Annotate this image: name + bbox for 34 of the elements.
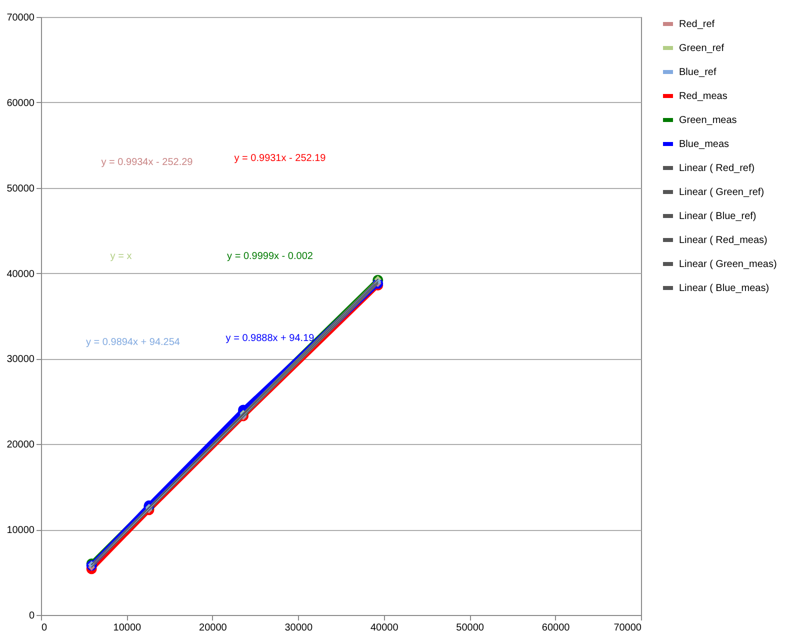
- y-tick-label: 70000: [6, 12, 35, 24]
- x-tick-label: 60000: [542, 622, 570, 634]
- legend-label: Green_meas: [679, 115, 737, 126]
- x-tick-label: 10000: [113, 622, 142, 634]
- legend-label: Red_meas: [679, 91, 728, 102]
- y-tick-label: 30000: [6, 354, 35, 366]
- legend-label: Green_ref: [679, 43, 724, 54]
- legend-label: Linear ( Red_meas): [679, 235, 768, 246]
- x-tick-label: 30000: [284, 622, 313, 634]
- legend-label: Blue_ref: [679, 67, 716, 78]
- x-tick-label: 40000: [370, 622, 399, 634]
- legend-label: Linear ( Red_ref): [679, 163, 755, 174]
- y-tick-label: 0: [28, 610, 35, 622]
- x-tick-label: 0: [42, 622, 48, 634]
- y-tick-label: 60000: [6, 98, 35, 109]
- y-tick-label: 10000: [6, 525, 35, 536]
- y-tick-label: 40000: [6, 268, 35, 280]
- legend-label: Red_ref: [679, 19, 715, 30]
- x-tick-label: 20000: [199, 622, 228, 634]
- legend-label: Linear ( Blue_meas): [679, 283, 770, 294]
- annotation: y = x: [110, 251, 132, 262]
- legend-label: Linear ( Blue_ref): [679, 211, 756, 222]
- annotation: y = 0.9888x + 94.19: [226, 333, 315, 344]
- legend-label: Linear ( Green_ref): [679, 187, 764, 198]
- legend-label: Linear ( Green_meas): [679, 259, 777, 270]
- y-tick-label: 20000: [6, 440, 35, 451]
- legend-label: Blue_meas: [679, 139, 730, 150]
- x-tick-label: 50000: [456, 622, 484, 634]
- annotation: y = 0.9894x + 94.254: [86, 337, 180, 348]
- annotation: y = 0.9934x - 252.29: [101, 157, 194, 168]
- annotation: y = 0.9931x - 252.19: [234, 153, 326, 164]
- annotation: y = 0.9999x - 0.002: [227, 251, 314, 262]
- y-tick-label: 50000: [6, 183, 35, 194]
- x-tick-label: 70000: [614, 622, 642, 634]
